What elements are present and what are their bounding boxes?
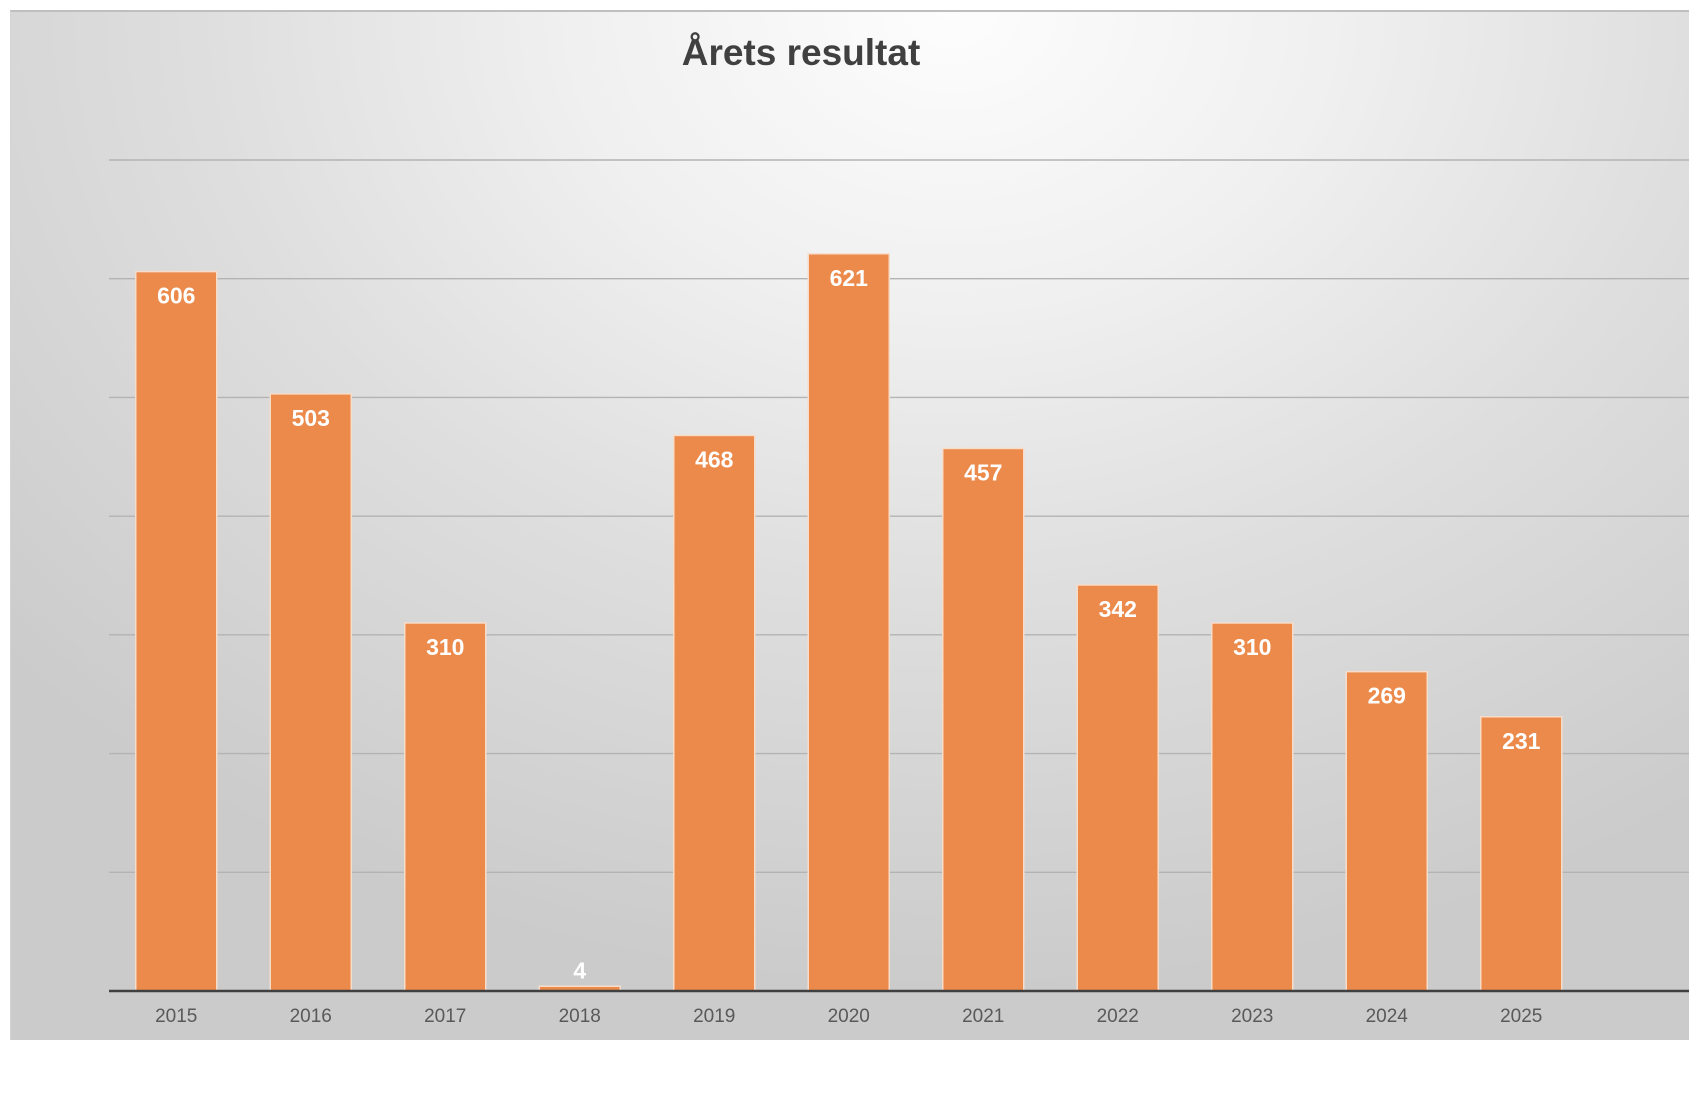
x-tick-label-2023: 2023 — [1231, 1006, 1273, 1027]
bar-2016 — [269, 393, 352, 992]
x-tick-label-2015: 2015 — [155, 1006, 197, 1027]
data-label-2020: 621 — [830, 265, 869, 291]
bar-2025 — [1480, 716, 1563, 992]
bars — [135, 253, 1563, 992]
data-label-2021: 457 — [964, 459, 1002, 485]
data-labels: 606 503 310 4 468 621 457 342 310 269 231 — [157, 265, 1541, 983]
bar-chart: Årets resultat 606 503 310 4 468 621 457 342 310… — [109, 32, 1689, 1027]
x-tick-label-2022: 2022 — [1097, 1006, 1139, 1027]
x-tick-label-2019: 2019 — [693, 1006, 735, 1027]
x-tick-label-2020: 2020 — [828, 1006, 870, 1027]
bar-2019 — [673, 434, 756, 992]
data-label-2022: 342 — [1099, 596, 1137, 622]
bar-2015 — [135, 270, 218, 992]
x-tick-label-2018: 2018 — [559, 1006, 601, 1027]
x-tick-label-2016: 2016 — [290, 1006, 332, 1027]
bar-2022 — [1076, 584, 1159, 992]
data-label-2025: 231 — [1502, 728, 1541, 754]
data-label-2017: 310 — [426, 634, 464, 660]
chart-area: Årets resultat 606 503 310 4 468 621 457 342 310… — [10, 10, 1689, 1040]
x-tick-label-2025: 2025 — [1500, 1006, 1542, 1027]
gridlines — [109, 159, 1689, 873]
data-label-2018: 4 — [573, 957, 586, 983]
bar-2017 — [404, 622, 487, 992]
bar-2020 — [807, 253, 890, 992]
bar-2023 — [1211, 622, 1294, 992]
x-tick-label-2024: 2024 — [1366, 1006, 1409, 1027]
data-label-2024: 269 — [1368, 683, 1406, 709]
bar-2021 — [942, 447, 1025, 992]
data-label-2019: 468 — [695, 446, 734, 472]
data-label-2023: 310 — [1233, 634, 1271, 660]
x-axis: 2015 2016 2017 2018 2019 2020 2021 2022 2023 2024… — [109, 989, 1689, 1027]
bar-2024 — [1345, 670, 1428, 992]
x-tick-label-2017: 2017 — [424, 1006, 466, 1027]
data-label-2015: 606 — [157, 283, 195, 309]
x-tick-label-2021: 2021 — [962, 1006, 1004, 1027]
chart-title: Årets resultat — [682, 32, 921, 73]
data-label-2016: 503 — [292, 405, 330, 431]
